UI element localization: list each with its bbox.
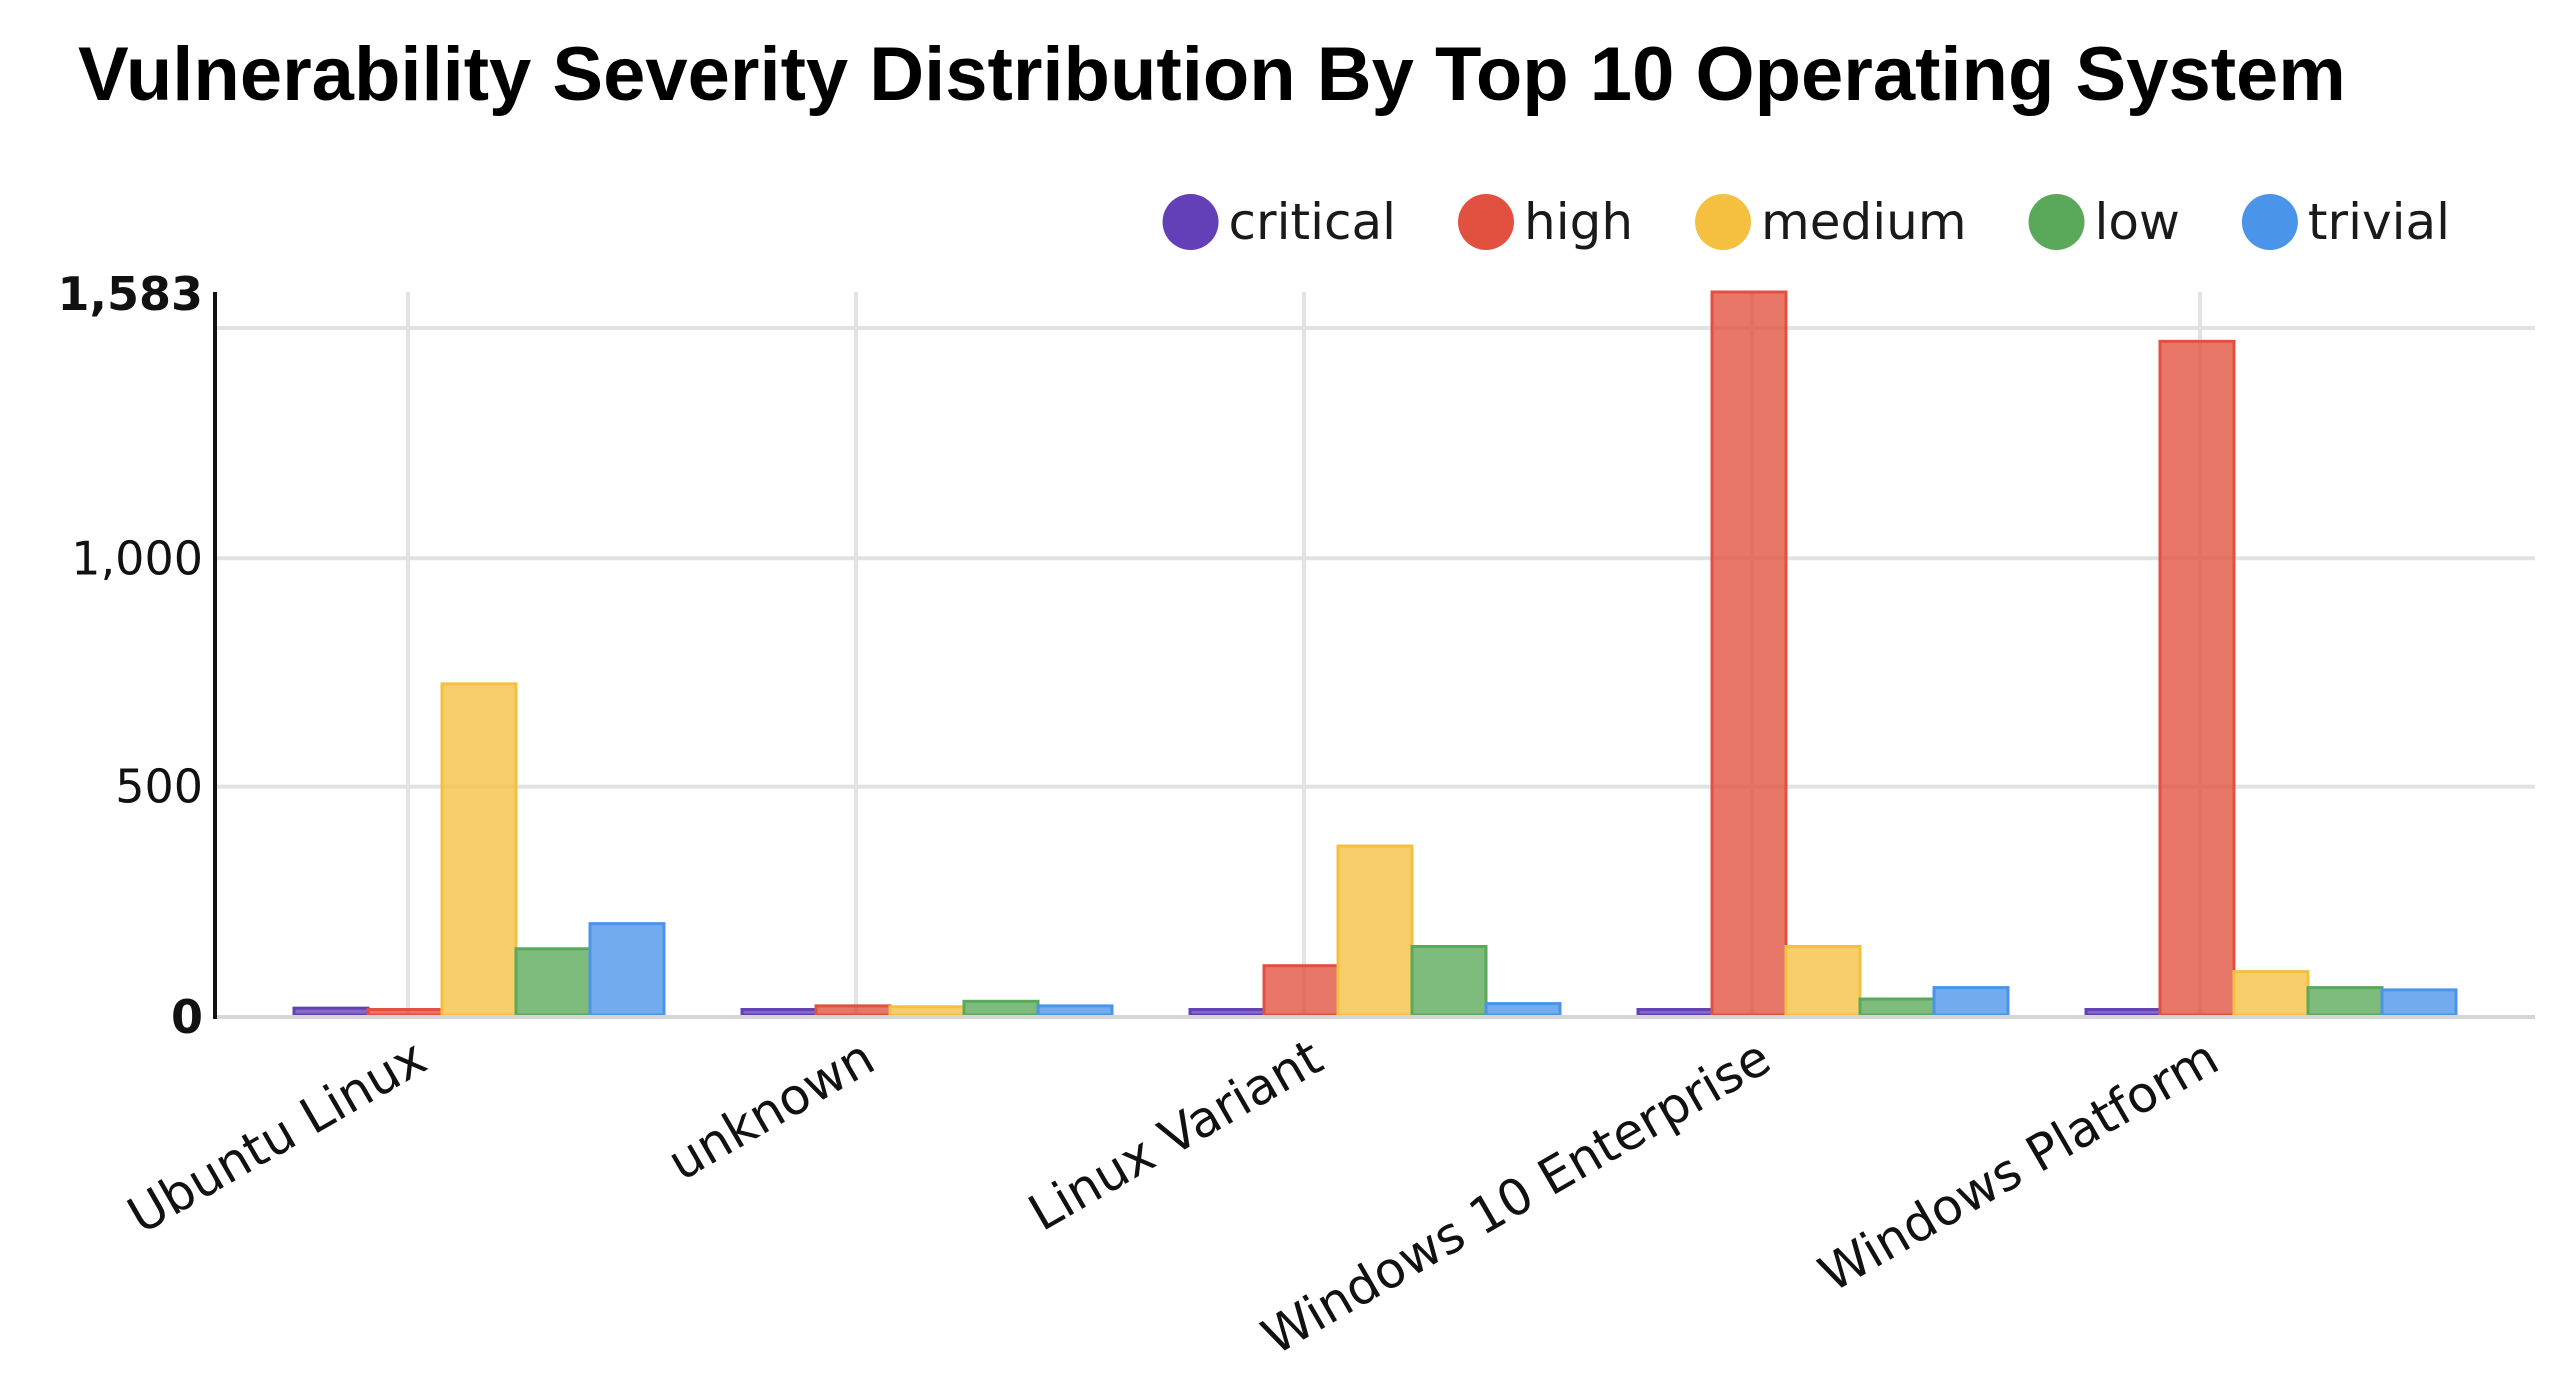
legend-item-high[interactable]: high [1458, 193, 1633, 251]
bar-critical-4[interactable] [2084, 1008, 2162, 1017]
x-axis-ticks: Ubuntu Linux unknown Linux VariantWindows … [118, 1028, 2228, 1366]
bar-high-1[interactable] [814, 1004, 892, 1017]
bar-low-2[interactable] [1410, 944, 1488, 1017]
legend-marker [2241, 194, 2298, 250]
bar-high-3[interactable] [1710, 290, 1788, 1017]
legend-marker [2028, 194, 2085, 250]
bar-medium-4[interactable] [2232, 970, 2310, 1017]
x-tick-label: Ubuntu Linux [118, 1028, 436, 1245]
gridlines [215, 292, 2535, 1015]
y-tick-label: 1,000 [71, 531, 203, 585]
bar-low-3[interactable] [1858, 997, 1936, 1017]
legend-label: critical [1229, 193, 1396, 251]
bar-medium-3[interactable] [1784, 944, 1862, 1017]
x-tick-label: Linux Variant [1019, 1028, 1332, 1242]
legend-item-critical[interactable]: critical [1162, 193, 1396, 251]
legend-item-medium[interactable]: medium [1695, 193, 1967, 251]
bar-critical-0[interactable] [292, 1006, 370, 1017]
bar-medium-0[interactable] [440, 682, 518, 1017]
bar-trivial-0[interactable] [588, 922, 666, 1017]
axes [213, 292, 2535, 1019]
chart-title: Vulnerability Severity Distribution By T… [78, 32, 2346, 117]
legend-marker [1458, 194, 1515, 250]
y-tick-label: 1,583 [57, 267, 203, 321]
x-tick-label: Windows 10 Enterprise [1252, 1028, 1780, 1366]
bar-trivial-2[interactable] [1484, 1002, 1562, 1017]
bar-high-4[interactable] [2158, 339, 2236, 1017]
legend-label: trivial [2308, 193, 2450, 251]
legend-label: medium [1761, 193, 1967, 251]
y-tick-label: 0 [171, 990, 203, 1044]
bar-medium-1[interactable] [888, 1005, 966, 1017]
legend-label: high [1524, 193, 1633, 251]
y-tick-label: 500 [115, 760, 203, 814]
bar-medium-2[interactable] [1336, 844, 1414, 1017]
legend-item-trivial[interactable]: trivial [2241, 193, 2450, 251]
legend-label: low [2095, 193, 2180, 251]
bar-trivial-1[interactable] [1036, 1004, 1114, 1017]
legend-marker [1162, 194, 1219, 250]
legend-marker [1695, 194, 1752, 250]
bar-trivial-3[interactable] [1932, 986, 2010, 1017]
bar-critical-3[interactable] [1636, 1008, 1714, 1017]
bar-low-1[interactable] [962, 999, 1040, 1017]
bar-critical-2[interactable] [1188, 1008, 1266, 1017]
bar-low-4[interactable] [2306, 986, 2384, 1017]
x-tick-label: Windows Platform [1809, 1028, 2228, 1303]
legend: critical high medium low trivial [1162, 193, 2450, 251]
x-tick-label: unknown [658, 1028, 884, 1192]
y-axis-ticks: 0 500 1,000 1,583 [57, 267, 203, 1044]
bar-critical-1[interactable] [740, 1008, 818, 1017]
bar-low-0[interactable] [514, 947, 592, 1017]
bar-high-0[interactable] [366, 1008, 444, 1017]
bar-high-2[interactable] [1262, 964, 1340, 1017]
bars [292, 290, 2458, 1017]
bar-trivial-4[interactable] [2380, 988, 2458, 1017]
legend-item-low[interactable]: low [2028, 193, 2180, 251]
